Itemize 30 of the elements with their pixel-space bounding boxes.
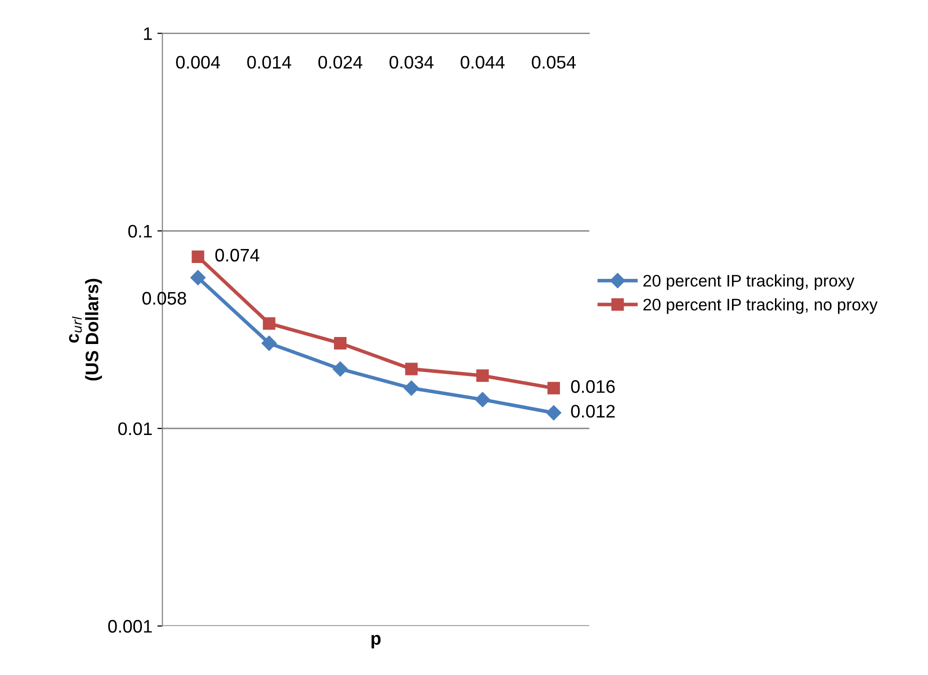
y-tick-label: 1 bbox=[144, 27, 152, 40]
point bbox=[547, 382, 560, 394]
point bbox=[190, 270, 206, 286]
point bbox=[405, 362, 418, 376]
point bbox=[262, 336, 277, 351]
legend-label: 20 percent IP tracking, proxy bbox=[643, 274, 854, 290]
point bbox=[332, 361, 348, 377]
point bbox=[334, 336, 347, 350]
x-tick-label: 0.054 bbox=[532, 56, 576, 69]
point bbox=[476, 369, 489, 382]
point bbox=[546, 405, 562, 420]
data-label: 0.012 bbox=[571, 404, 615, 418]
x-tick-label: 0.004 bbox=[176, 56, 220, 69]
x-tick-label: 0.014 bbox=[247, 56, 292, 69]
x-tick-label: 0.034 bbox=[390, 56, 434, 69]
point bbox=[404, 380, 419, 396]
data-label: 0.016 bbox=[571, 380, 615, 393]
point bbox=[474, 392, 490, 408]
x-tick-label: 0.024 bbox=[318, 56, 362, 69]
y-tick-label: 0.01 bbox=[118, 422, 152, 436]
point bbox=[192, 250, 204, 263]
x-tick-label: 0.044 bbox=[460, 56, 505, 69]
y-tick-label: 0.1 bbox=[128, 224, 152, 238]
point bbox=[262, 317, 276, 330]
x-axis-title: p bbox=[372, 634, 381, 648]
y-axis-title: c$_{url}$ (US Dollars) bbox=[69, 278, 102, 380]
legend-label: 20 percent IP tracking, no proxy bbox=[643, 298, 878, 314]
data-label: 0.058 bbox=[142, 292, 186, 305]
y-tick-label: 0.001 bbox=[108, 620, 152, 633]
data-label: 0.074 bbox=[215, 248, 260, 262]
